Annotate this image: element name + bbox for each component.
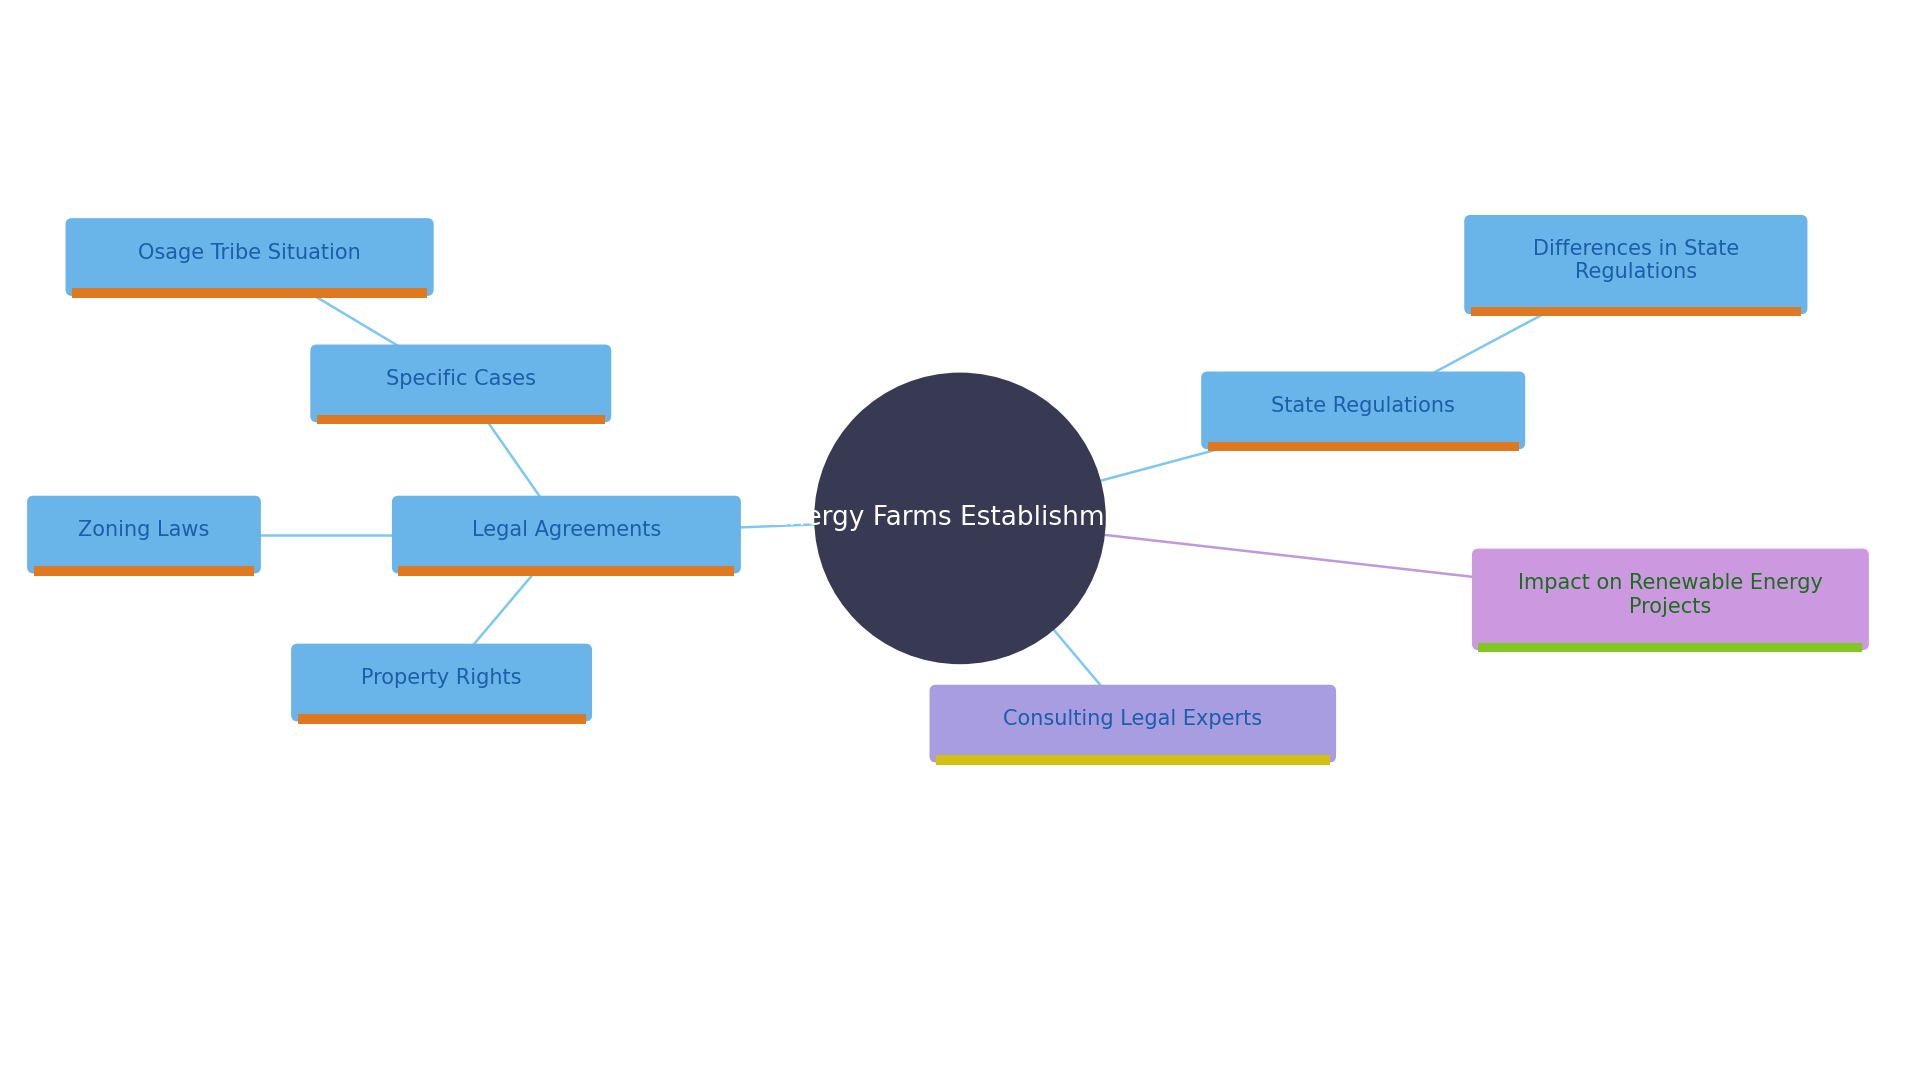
FancyBboxPatch shape bbox=[298, 714, 586, 724]
FancyBboxPatch shape bbox=[65, 218, 434, 296]
FancyBboxPatch shape bbox=[73, 288, 426, 298]
Text: State Regulations: State Regulations bbox=[1271, 396, 1455, 416]
FancyBboxPatch shape bbox=[935, 755, 1329, 765]
FancyBboxPatch shape bbox=[311, 345, 611, 422]
FancyBboxPatch shape bbox=[27, 496, 261, 573]
FancyBboxPatch shape bbox=[1473, 549, 1868, 650]
Text: Consulting Legal Experts: Consulting Legal Experts bbox=[1004, 710, 1261, 729]
Text: Specific Cases: Specific Cases bbox=[386, 369, 536, 389]
FancyBboxPatch shape bbox=[397, 566, 733, 576]
Text: Legal Agreements: Legal Agreements bbox=[472, 521, 660, 540]
FancyBboxPatch shape bbox=[1208, 442, 1519, 451]
FancyBboxPatch shape bbox=[1471, 307, 1801, 316]
FancyBboxPatch shape bbox=[1465, 215, 1807, 314]
FancyBboxPatch shape bbox=[929, 685, 1336, 762]
FancyBboxPatch shape bbox=[317, 415, 605, 424]
Text: Zoning Laws: Zoning Laws bbox=[79, 521, 209, 540]
FancyBboxPatch shape bbox=[1478, 643, 1862, 652]
FancyBboxPatch shape bbox=[35, 566, 253, 576]
Text: Property Rights: Property Rights bbox=[361, 669, 522, 688]
Text: Osage Tribe Situation: Osage Tribe Situation bbox=[138, 243, 361, 262]
Text: Differences in State
Regulations: Differences in State Regulations bbox=[1532, 239, 1740, 282]
Text: Energy Farms Establishment: Energy Farms Establishment bbox=[772, 505, 1148, 531]
FancyBboxPatch shape bbox=[392, 496, 741, 573]
Circle shape bbox=[814, 373, 1106, 664]
Text: Impact on Renewable Energy
Projects: Impact on Renewable Energy Projects bbox=[1519, 573, 1822, 617]
FancyBboxPatch shape bbox=[292, 644, 591, 721]
FancyBboxPatch shape bbox=[1202, 372, 1524, 449]
